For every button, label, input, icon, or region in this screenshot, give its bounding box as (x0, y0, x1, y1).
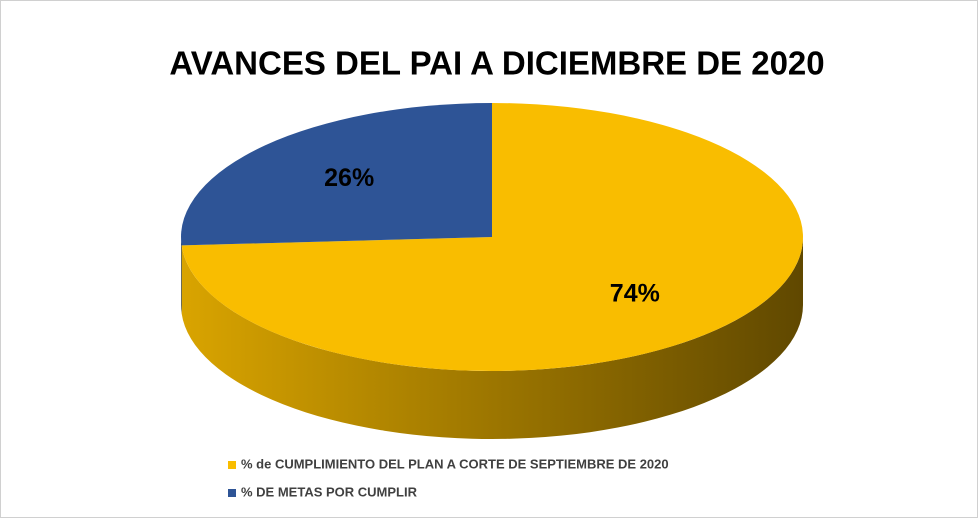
data-label: 26% (324, 164, 374, 192)
data-label: 74% (610, 279, 660, 307)
legend-label: % de CUMPLIMIENTO DEL PLAN A CORTE DE SE… (241, 456, 669, 471)
pie-slice (181, 103, 803, 371)
chart-title: AVANCES DEL PAI A DICIEMBRE DE 2020 (169, 45, 824, 82)
pie-side (181, 237, 182, 314)
pie-slice (181, 103, 492, 246)
pie-side (181, 237, 803, 439)
legend-label: % DE METAS POR CUMPLIR (241, 484, 418, 499)
legend-swatch (228, 489, 236, 497)
legend-swatch (228, 461, 236, 469)
